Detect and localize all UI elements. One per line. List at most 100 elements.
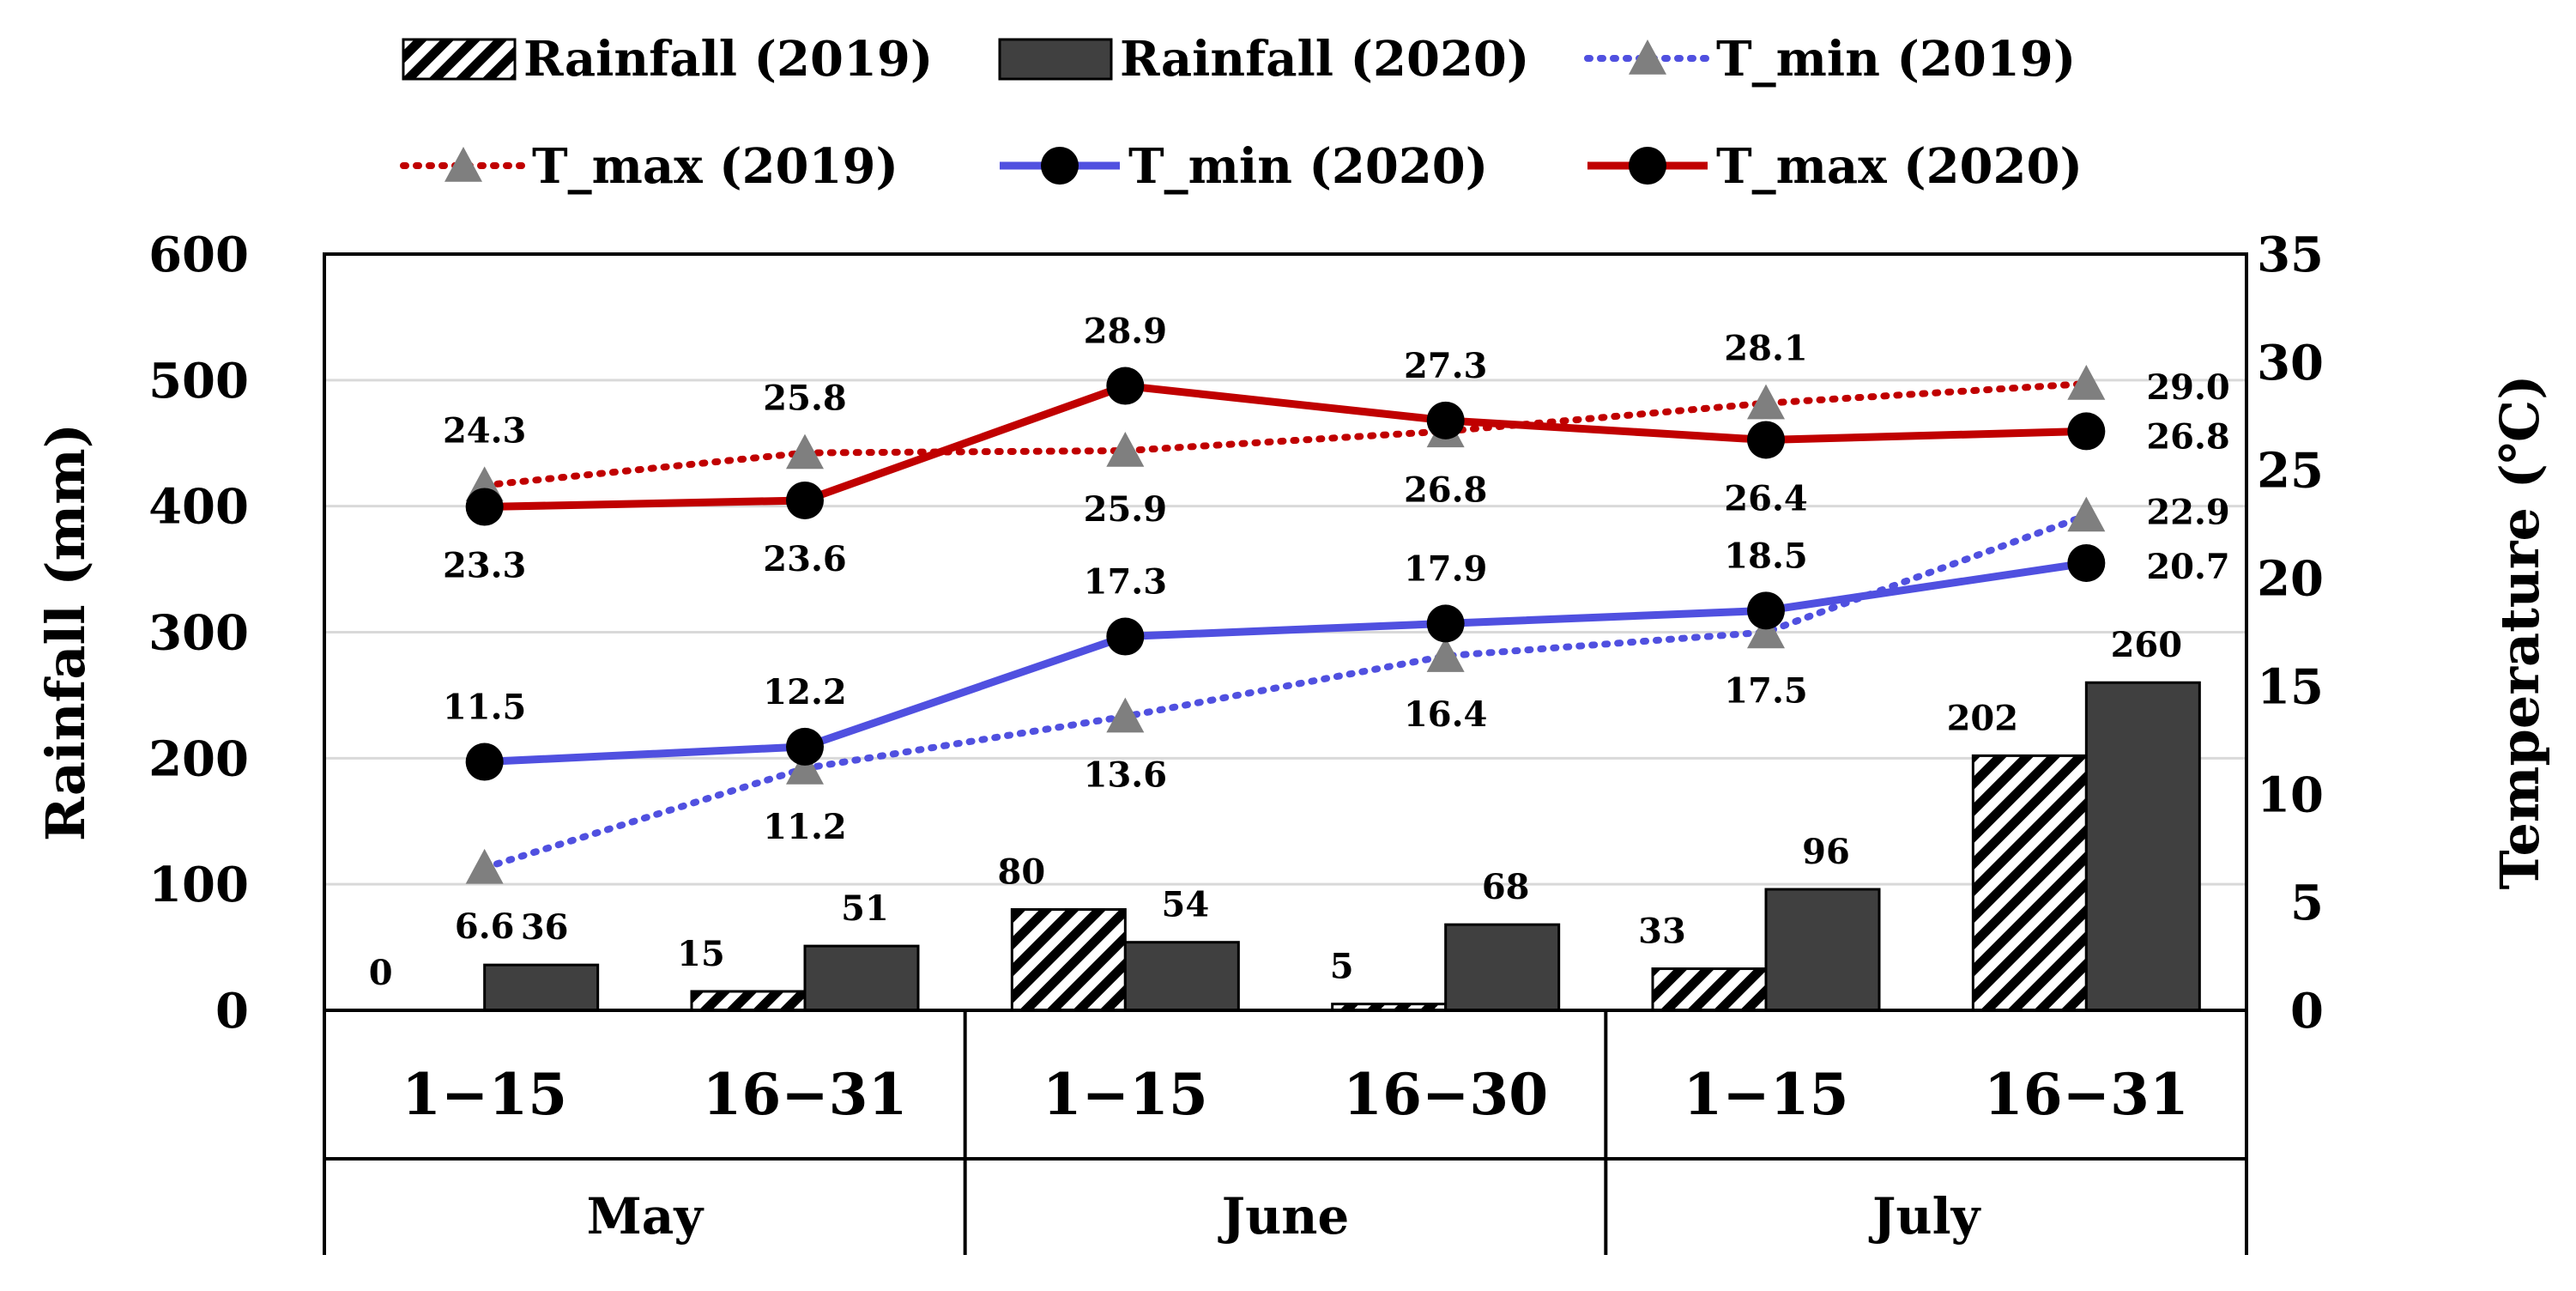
point-t-max-2019 bbox=[2067, 365, 2106, 400]
point-t-max-2019 bbox=[1747, 384, 1785, 420]
point-t-min-2019 bbox=[1106, 697, 1145, 733]
bar-value-label: 54 bbox=[1161, 885, 1209, 925]
point-t-min-2020 bbox=[1747, 591, 1785, 630]
x-tick-label: 16−31 bbox=[1984, 1061, 2189, 1128]
line-value-label: 11.2 bbox=[763, 807, 846, 847]
legend-label: Rainfall (2019) bbox=[523, 31, 933, 88]
y-right-tick-label: 0 bbox=[2290, 983, 2324, 1039]
bar-rainfall-2020 bbox=[483, 963, 600, 1012]
legend-swatch-t-min-2019-marker bbox=[1629, 39, 1666, 75]
y-right-tick-label: 35 bbox=[2257, 227, 2324, 283]
y-right-tick-label: 5 bbox=[2290, 875, 2324, 931]
bar-rainfall-2019 bbox=[1971, 754, 2088, 1012]
y-left-tick-label: 600 bbox=[148, 227, 249, 283]
data-labels: 0 15 80 5 33 202 36 51 54 68 96 260 6.6 11.2 13.6 16.4 1… bbox=[369, 312, 2230, 993]
line-value-label: 25.9 bbox=[1084, 489, 1167, 530]
legend-swatch-rainfall-2019 bbox=[402, 38, 517, 81]
point-t-max-2020 bbox=[2067, 412, 2106, 451]
legend-swatch-rainfall-2020 bbox=[998, 38, 1113, 81]
bar-value-label: 15 bbox=[677, 934, 725, 974]
line-value-label: 11.5 bbox=[443, 688, 526, 728]
line-value-label: 28.1 bbox=[1724, 329, 1807, 369]
legend-item: T_max (2020) bbox=[1587, 138, 2083, 195]
line-t-min-2020 bbox=[484, 559, 2087, 767]
legend-label: Rainfall (2020) bbox=[1120, 31, 1529, 88]
y-left-tick-label: 100 bbox=[148, 857, 249, 913]
bar-rainfall-2020 bbox=[1444, 923, 1561, 1012]
line-value-label: 29.0 bbox=[2146, 367, 2229, 408]
point-t-min-2020 bbox=[786, 727, 824, 766]
point-t-min-2020 bbox=[1426, 604, 1465, 643]
legend-item: T_min (2020) bbox=[1000, 138, 1488, 195]
line-value-label: 27.3 bbox=[1404, 346, 1487, 386]
point-t-min-2019 bbox=[1426, 637, 1465, 672]
x-tick-label: 1−15 bbox=[402, 1061, 567, 1128]
bar-value-label: 33 bbox=[1638, 912, 1686, 952]
line-t-max-2019 bbox=[481, 380, 2090, 489]
bar-rainfall-2019 bbox=[1651, 967, 1768, 1012]
line-value-label: 26.8 bbox=[1404, 470, 1487, 510]
temperature-lines bbox=[465, 365, 2106, 884]
bar-rainfall-2020 bbox=[2084, 681, 2201, 1012]
legend-item: Rainfall (2020) bbox=[998, 31, 1529, 88]
plot-border bbox=[323, 252, 2248, 1012]
line-value-label: 12.2 bbox=[763, 672, 846, 712]
y-right-tick-label: 25 bbox=[2257, 443, 2324, 500]
legend-label: T_min (2020) bbox=[1128, 138, 1488, 195]
y-right-tick-label: 15 bbox=[2257, 658, 2324, 715]
bar-rainfall-2020 bbox=[1764, 888, 1881, 1012]
line-value-label: 16.4 bbox=[1404, 694, 1487, 735]
line-value-label: 23.6 bbox=[763, 539, 846, 579]
point-t-min-2019 bbox=[1747, 613, 1785, 649]
y-right-tick-label: 20 bbox=[2257, 551, 2324, 608]
bar-value-label: 68 bbox=[1482, 867, 1530, 907]
legend-item: Rainfall (2019) bbox=[402, 31, 933, 88]
bar-rainfall-2019 bbox=[690, 990, 807, 1012]
point-t-max-2020 bbox=[1747, 421, 1785, 459]
plot-frame bbox=[323, 252, 2248, 1255]
line-value-label: 18.5 bbox=[1724, 536, 1807, 576]
bar-value-label: 36 bbox=[521, 907, 569, 948]
point-t-min-2020 bbox=[2067, 543, 2106, 582]
y-left-axis-title: Rainfall (mm) bbox=[34, 423, 97, 841]
point-t-max-2020 bbox=[465, 488, 504, 526]
y-left-tick-label: 500 bbox=[148, 353, 249, 409]
line-value-label: 17.3 bbox=[1084, 562, 1167, 603]
y-left-tick-label: 400 bbox=[148, 479, 249, 536]
legend: Rainfall (2019) Rainfall (2020) T_min (201… bbox=[400, 31, 2083, 195]
point-t-min-2019 bbox=[465, 848, 504, 884]
y-left-tick-label: 300 bbox=[148, 605, 249, 662]
bar-value-label: 202 bbox=[1947, 698, 2019, 738]
x-tick-label: 1−15 bbox=[1043, 1061, 1208, 1128]
line-value-label: 13.6 bbox=[1084, 755, 1167, 796]
x-tick-label: 16−30 bbox=[1343, 1061, 1548, 1128]
bar-value-label: 260 bbox=[2111, 625, 2183, 665]
legend-swatch-t-max-2019-marker bbox=[444, 147, 482, 182]
line-value-label: 17.5 bbox=[1724, 671, 1807, 712]
bar-rainfall-2020 bbox=[1123, 941, 1240, 1012]
line-value-label: 26.8 bbox=[2146, 416, 2229, 457]
y-right-tick-label: 10 bbox=[2257, 767, 2324, 823]
bar-rainfall-2019 bbox=[1010, 908, 1127, 1012]
point-t-min-2020 bbox=[1106, 617, 1145, 656]
legend-label: T_max (2020) bbox=[1716, 138, 2083, 195]
legend-label: T_min (2019) bbox=[1716, 31, 2076, 88]
bar-value-label: 5 bbox=[1330, 947, 1354, 987]
line-t-min-2019 bbox=[481, 512, 2090, 871]
bars bbox=[483, 681, 2201, 1012]
x-group-label: July bbox=[1868, 1187, 1982, 1246]
x-tick-label: 1−15 bbox=[1683, 1061, 1848, 1128]
line-value-label: 17.9 bbox=[1404, 549, 1487, 589]
point-t-max-2020 bbox=[786, 481, 824, 519]
bar-value-label: 96 bbox=[1802, 832, 1850, 872]
point-t-max-2019 bbox=[786, 433, 824, 470]
point-t-max-2020 bbox=[1426, 401, 1465, 439]
legend-label: T_max (2019) bbox=[532, 138, 898, 195]
y-right-axis-title: Temperature (℃) bbox=[2488, 374, 2551, 889]
point-t-min-2019 bbox=[786, 749, 824, 785]
bar-value-label: 0 bbox=[369, 953, 393, 993]
legend-item: T_max (2019) bbox=[400, 138, 898, 195]
line-t-max-2020 bbox=[484, 382, 2087, 512]
line-value-label: 24.3 bbox=[443, 410, 526, 451]
